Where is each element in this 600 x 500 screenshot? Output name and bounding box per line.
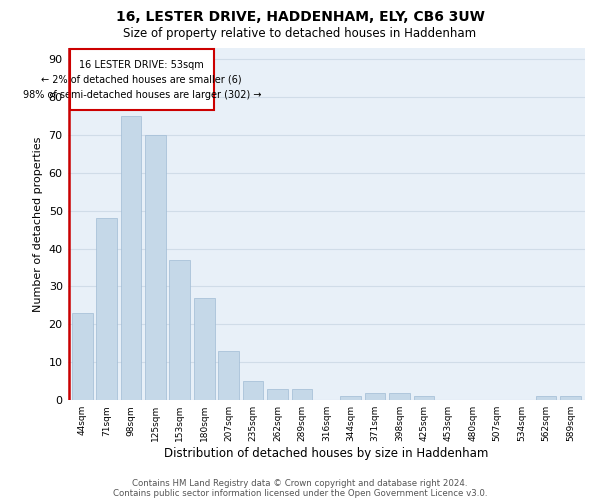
Bar (72, 313, 92, 400)
Text: Size of property relative to detached houses in Haddenham: Size of property relative to detached ho… (124, 28, 476, 40)
Bar (365, 392, 385, 400)
Bar (292, 389, 312, 400)
Bar (560, 396, 581, 400)
Y-axis label: Number of detached properties: Number of detached properties (33, 136, 43, 312)
Bar (96, 218, 117, 400)
X-axis label: Distribution of detached houses by size in Haddenham: Distribution of detached houses by size … (164, 447, 488, 460)
Bar (536, 396, 556, 400)
Bar (340, 396, 361, 400)
Text: 16 LESTER DRIVE: 53sqm
← 2% of detached houses are smaller (6)
98% of semi-detac: 16 LESTER DRIVE: 53sqm ← 2% of detached … (23, 60, 261, 100)
Bar (169, 260, 190, 400)
Text: 16, LESTER DRIVE, HADDENHAM, ELY, CB6 3UW: 16, LESTER DRIVE, HADDENHAM, ELY, CB6 3U… (116, 10, 484, 24)
Text: Contains public sector information licensed under the Open Government Licence v3: Contains public sector information licen… (113, 488, 487, 498)
Bar (145, 134, 166, 400)
Text: Contains HM Land Registry data © Crown copyright and database right 2024.: Contains HM Land Registry data © Crown c… (132, 478, 468, 488)
Bar (194, 298, 215, 400)
Bar (121, 116, 142, 400)
Bar (267, 389, 288, 400)
Bar (242, 381, 263, 400)
FancyBboxPatch shape (70, 50, 214, 110)
Bar (218, 351, 239, 400)
Bar (413, 396, 434, 400)
Bar (389, 392, 410, 400)
